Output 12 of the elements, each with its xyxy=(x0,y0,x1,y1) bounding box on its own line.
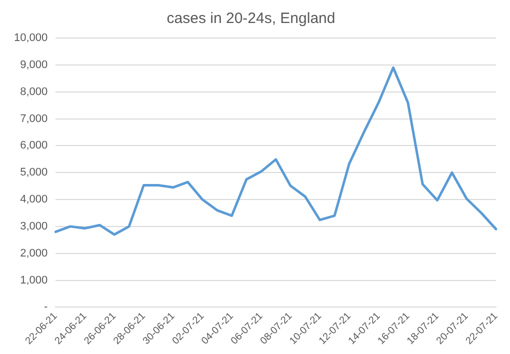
chart-title: cases in 20-24s, England xyxy=(166,10,336,28)
y-tick-label: 6,000 xyxy=(20,140,48,152)
y-tick-label: 2,000 xyxy=(20,247,48,260)
y-tick-label: 10,000 xyxy=(14,32,48,44)
y-tick-label: 3,000 xyxy=(20,220,48,232)
y-tick-label: 5,000 xyxy=(20,166,48,179)
y-tick-label: - xyxy=(44,301,48,314)
y-tick-label: 9,000 xyxy=(20,58,48,71)
y-tick-label: 8,000 xyxy=(20,86,48,98)
y-tick-label: 7,000 xyxy=(20,112,48,125)
y-tick-label: 1,000 xyxy=(20,274,48,286)
y-tick-label: 4,000 xyxy=(20,194,48,206)
